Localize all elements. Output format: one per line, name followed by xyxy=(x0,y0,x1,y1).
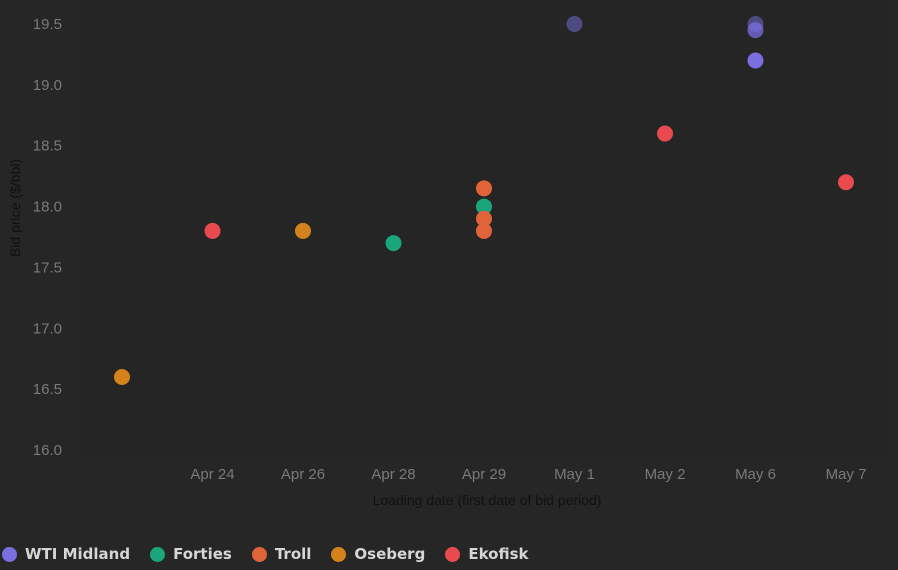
x-tick-label: May 2 xyxy=(645,466,686,483)
x-tick-label: Apr 28 xyxy=(371,466,415,483)
legend-label: Forties xyxy=(173,545,232,563)
y-tick-label: 18.0 xyxy=(33,199,62,216)
x-tick-label: Apr 24 xyxy=(190,466,234,483)
scatter-chart: 16.016.517.017.518.018.519.019.5 Apr 24 A… xyxy=(7,16,867,508)
data-point-troll[interactable] xyxy=(476,222,492,239)
y-axis: 16.0 16.5 17.0 17.5 18.0 18.5 19.0 19.5 xyxy=(33,16,62,459)
data-point-ekofisk[interactable] xyxy=(838,174,854,191)
legend-item-forties[interactable]: Forties xyxy=(150,545,232,563)
data-point-wti-midland[interactable] xyxy=(747,52,764,69)
legend-item-troll[interactable]: Troll xyxy=(251,545,312,563)
x-tick-label: May 1 xyxy=(554,466,595,483)
legend-label: Ekofisk xyxy=(468,545,529,563)
x-axis-title: Loading date (first date of bid period) xyxy=(373,492,602,508)
y-tick-label: 19.0 xyxy=(33,77,62,94)
y-tick-label: 18.5 xyxy=(33,138,62,155)
x-axis: Apr 24 Apr 26 Apr 28 Apr 29 May 1 May 2 May 6 M… xyxy=(190,466,866,483)
data-point-oseberg[interactable] xyxy=(114,368,130,385)
data-point-ekofisk[interactable] xyxy=(204,222,221,239)
legend-swatch xyxy=(445,546,461,562)
legend-item-wti-midland[interactable]: WTI Midland xyxy=(2,545,130,563)
x-tick-label: May 7 xyxy=(826,466,867,483)
data-point-forties[interactable] xyxy=(476,198,492,215)
legend-label: Troll xyxy=(274,545,312,563)
legend-swatch xyxy=(150,546,166,562)
legend-swatch xyxy=(251,546,267,562)
data-point-troll[interactable] xyxy=(476,180,492,197)
legend-label: WTI Midland xyxy=(25,545,131,563)
y-tick-label: 16.0 xyxy=(33,442,62,459)
y-tick-label: 19.5 xyxy=(33,16,62,33)
x-tick-label: Apr 29 xyxy=(462,466,506,483)
x-tick-label: May 6 xyxy=(735,466,776,483)
data-point-ekofisk[interactable] xyxy=(657,125,673,142)
legend-item-ekofisk[interactable]: Ekofisk xyxy=(445,545,528,563)
data-point-wti-midland[interactable] xyxy=(566,16,583,32)
y-tick-label: 17.0 xyxy=(33,320,62,337)
legend-swatch xyxy=(331,546,347,562)
data-point-forties[interactable] xyxy=(385,235,402,252)
legend-label: Oseberg xyxy=(354,545,426,563)
y-tick-label: 17.5 xyxy=(33,259,62,276)
legend: WTI Midland Forties Troll Oseberg Ekofisk xyxy=(2,545,548,563)
y-tick-label: 16.5 xyxy=(33,381,62,398)
data-point-oseberg[interactable] xyxy=(295,222,311,239)
data-point-troll[interactable] xyxy=(476,210,492,227)
legend-item-oseberg[interactable]: Oseberg xyxy=(331,545,425,563)
data-points xyxy=(114,16,854,385)
data-point-wti-midland[interactable] xyxy=(747,22,764,39)
y-axis-title: Bid price ($/bbl) xyxy=(7,159,23,257)
x-tick-label: Apr 26 xyxy=(281,466,325,483)
legend-swatch xyxy=(2,546,17,562)
